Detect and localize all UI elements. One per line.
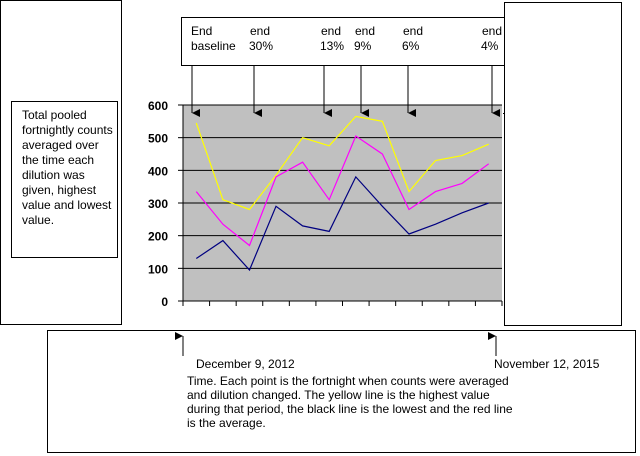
marker-label: 30% [249, 39, 273, 53]
y-tick-label: 0 [161, 295, 168, 309]
marker-label: End [191, 24, 212, 38]
caption-box [47, 330, 636, 453]
marker-label: end [355, 24, 375, 38]
right-panel [504, 2, 622, 326]
marker-label: 6% [402, 39, 420, 53]
series-line [195, 175, 489, 272]
marker-label: 4% [481, 39, 499, 53]
caption: Time. Each point is the fortnight when c… [187, 374, 513, 430]
left-note-box [11, 101, 118, 258]
y-tick-label: 300 [148, 197, 168, 211]
marker-label: end [482, 24, 502, 38]
y-tick-label: 100 [148, 262, 168, 276]
marker-label: end [403, 24, 423, 38]
series-line [195, 135, 490, 247]
marker-label: 13% [320, 39, 344, 53]
marker-box [181, 17, 518, 66]
y-tick-label: 600 [148, 99, 168, 113]
left-note: Total pooled fortnightly counts averaged… [22, 108, 113, 227]
start-date: December 9, 2012 [196, 357, 295, 371]
y-tick-label: 500 [148, 132, 168, 146]
marker-label: baseline [191, 39, 236, 53]
marker-label: end [321, 24, 341, 38]
y-tick-label: 400 [148, 164, 168, 178]
end-date: November 12, 2015 [494, 357, 600, 371]
marker-label: end [250, 24, 270, 38]
y-tick-label: 200 [148, 230, 168, 244]
marker-label: 9% [354, 39, 372, 53]
series-line [195, 115, 489, 211]
